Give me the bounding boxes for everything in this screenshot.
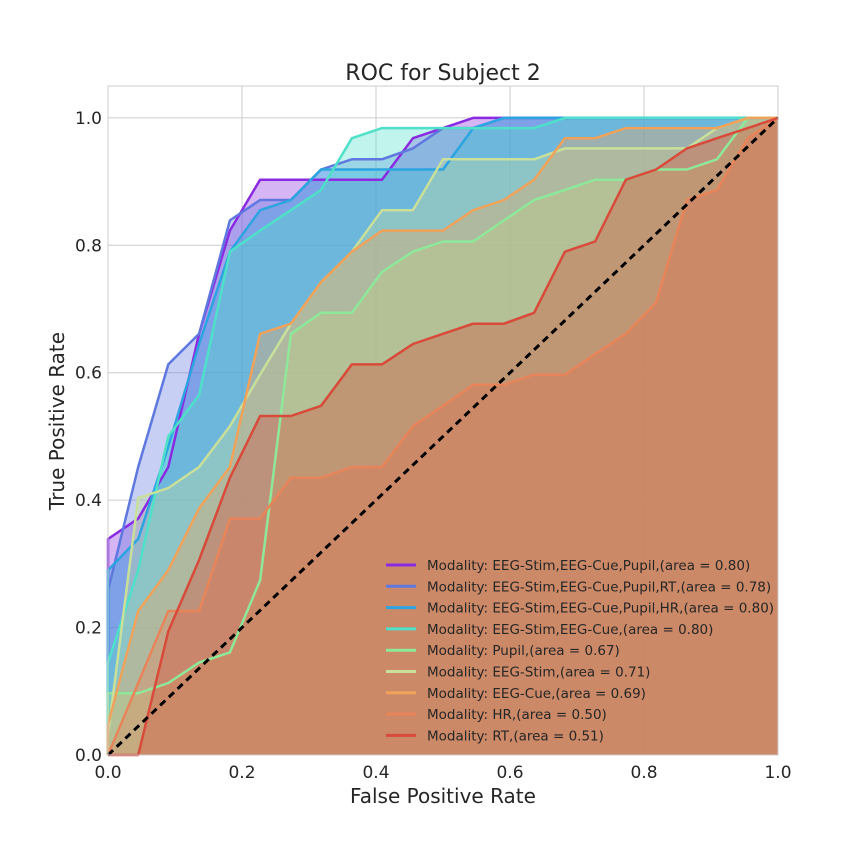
series-line-8 [108,116,779,757]
x-tick-labels: 0.0 0.2 0.4 0.6 0.8 1.0 [94,763,791,783]
legend: Modality: EEG-Stim,EEG-Cue,Pupil,(area =… [386,558,774,744]
diagonal-reference [106,116,780,757]
x-tick-label: 1.0 [764,763,791,783]
y-tick-label: 0.2 [75,619,102,639]
series-line-7 [106,116,779,756]
x-tick-label: 0.4 [362,763,389,783]
y-axis-label: True Positive Rate [45,332,69,511]
y-tick-label: 0.8 [75,236,102,256]
legend-label: Modality: EEG-Stim,(area = 0.71) [427,665,650,681]
plot-frame [107,85,779,756]
series-lines [106,116,779,757]
legend-label: Modality: EEG-Stim,EEG-Cue,Pupil,HR,(are… [427,601,774,617]
y-tick-label: 0.4 [75,491,102,511]
x-tick-label: 0.2 [228,763,255,783]
chart-title: ROC for Subject 2 [345,61,540,86]
y-tick-label: 0.6 [75,364,102,384]
legend-label: Modality: RT,(area = 0.51) [427,728,604,744]
x-tick-label: 0.0 [94,763,121,783]
series-line-3 [106,116,778,755]
legend-label: Modality: Pupil,(area = 0.67) [427,643,620,659]
y-tick-labels: 0.0 0.2 0.4 0.6 0.8 1.0 [75,109,102,766]
legend-label: Modality: EEG-Cue,(area = 0.69) [427,686,646,702]
series-line-6 [106,116,778,755]
legend-label: Modality: EEG-Stim,EEG-Cue,(area = 0.80) [427,622,713,638]
x-axis-label: False Positive Rate [350,784,536,808]
series-line-4 [106,116,778,755]
y-tick-label: 1.0 [75,109,102,129]
legend-label: Modality: EEG-Stim,EEG-Cue,Pupil,(area =… [427,558,750,574]
legend-label: Modality: EEG-Stim,EEG-Cue,Pupil,RT,(are… [427,579,771,595]
series-line-5 [106,116,778,755]
y-tick-label: 0.0 [75,746,102,766]
legend-label: Modality: HR,(area = 0.50) [427,707,607,723]
chance-diagonal-line [106,116,780,757]
x-tick-label: 0.8 [630,763,657,783]
x-tick-label: 0.6 [496,763,523,783]
